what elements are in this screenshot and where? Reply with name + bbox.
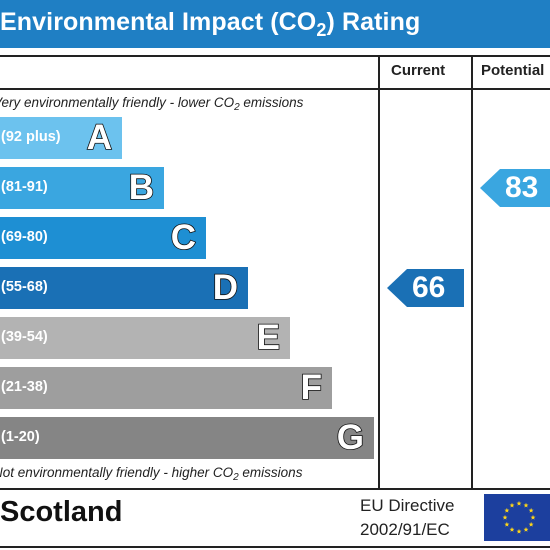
band-a: (92 plus) A	[0, 117, 122, 159]
flag-star-icon	[509, 502, 515, 508]
note-top-text: Very environmentally friendly - lower CO	[0, 95, 235, 110]
band-range-label: (92 plus)	[1, 129, 61, 145]
band-range-label: (81-91)	[1, 179, 48, 195]
flag-star-icon	[516, 528, 522, 534]
potential-rating-value: 83	[505, 171, 539, 204]
band-letter: G	[336, 417, 365, 458]
band-range-label: (1-20)	[1, 429, 40, 445]
flag-star-icon	[528, 507, 534, 513]
note-top-text-end: emissions	[239, 95, 304, 110]
chart-title: Environmental Impact (CO2) Rating	[0, 8, 421, 40]
flag-star-icon	[528, 521, 534, 527]
divider-current-left	[378, 55, 380, 490]
column-header-potential: Potential	[481, 62, 545, 79]
chart-frame	[0, 55, 550, 548]
band-c: (69-80) C	[0, 217, 206, 259]
title-subscript: 2	[316, 20, 327, 40]
title-part2: ) Rating	[326, 8, 421, 36]
flag-star-icon	[523, 502, 529, 508]
band-b: (81-91) B	[0, 167, 164, 209]
note-top-subscript: 2	[234, 102, 240, 113]
band-d: (55-68) D	[0, 267, 248, 309]
band-range-label: (69-80)	[1, 229, 48, 245]
band-range-label: (55-68)	[1, 279, 48, 295]
band-g: (1-20) G	[0, 417, 374, 459]
region-label: Scotland	[0, 496, 123, 528]
chart-header: Environmental Impact (CO2) Rating	[0, 0, 550, 48]
eu-flag-icon	[484, 494, 550, 541]
eu-flag-stars	[502, 500, 536, 534]
title-part1: Environmental Impact (CO	[0, 8, 317, 36]
flag-star-icon	[502, 514, 508, 520]
note-bottom: Not environmentally friendly - higher CO…	[0, 465, 303, 483]
band-letter: E	[256, 317, 281, 358]
note-top: Very environmentally friendly - lower CO…	[0, 95, 304, 113]
band-letter: B	[128, 167, 155, 208]
band-letter: C	[170, 217, 197, 258]
band-e: (39-54) E	[0, 317, 290, 359]
band-letter: D	[212, 267, 239, 308]
flag-star-icon	[516, 500, 522, 506]
divider-header-row	[0, 88, 550, 90]
flag-star-icon	[509, 527, 515, 532]
note-bottom-subscript: 2	[233, 472, 239, 483]
flag-star-icon	[504, 507, 510, 513]
band-range-label: (21-38)	[1, 379, 48, 395]
band-letter: F	[300, 367, 323, 408]
current-rating-value: 66	[412, 271, 446, 304]
note-bottom-text: Not environmentally friendly - higher CO	[0, 465, 234, 480]
note-bottom-text-end: emissions	[238, 465, 303, 480]
column-header-current: Current	[391, 62, 446, 79]
divider-potential-left	[471, 55, 473, 490]
flag-star-icon	[504, 521, 510, 527]
flag-star-icon	[523, 527, 529, 532]
flag-star-icon	[530, 514, 536, 520]
band-range-label: (39-54)	[1, 329, 48, 345]
band-letter: A	[86, 117, 113, 158]
directive-line-2: 2002/91/EC	[360, 520, 450, 539]
band-f: (21-38) F	[0, 367, 332, 409]
divider-footer-row	[0, 488, 550, 490]
directive-line-1: EU Directive	[360, 496, 455, 515]
